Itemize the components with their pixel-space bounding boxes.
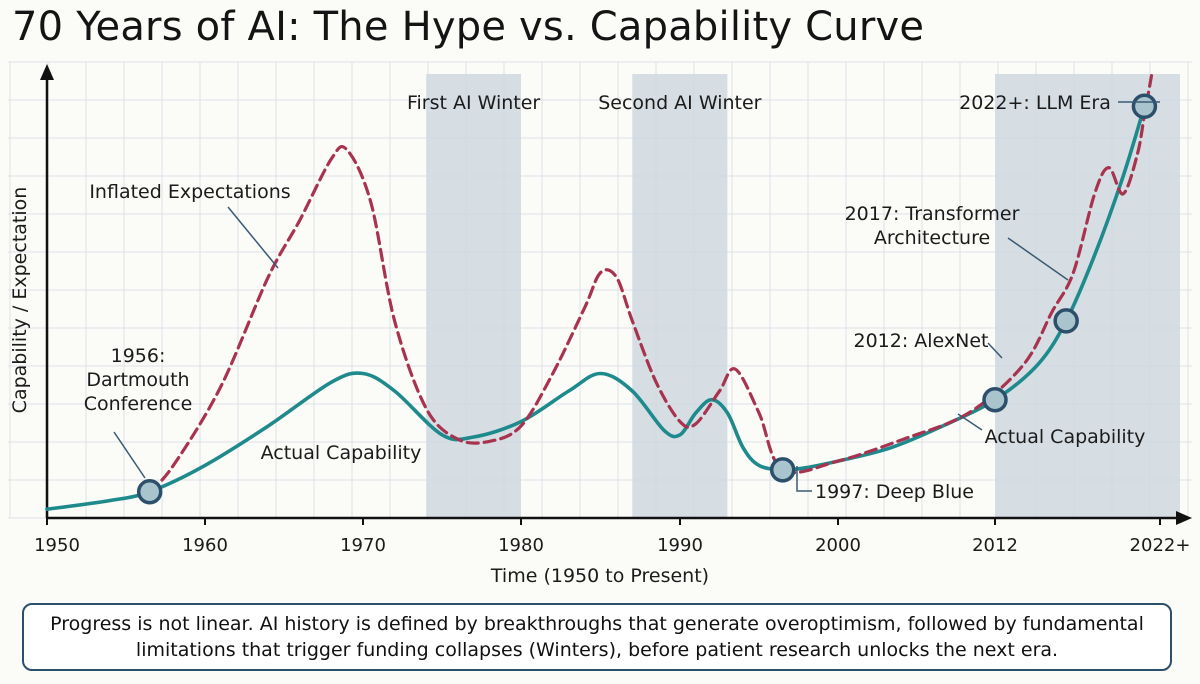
series-line-actual-capability (45, 104, 1147, 511)
milestone-label: 2012: AlexNet (853, 330, 988, 352)
caption-box: Progress is not linear. AI history is de… (22, 603, 1172, 671)
milestone-leader-line (1007, 237, 1069, 281)
x-tick-label: 2022+ (1130, 535, 1191, 556)
milestone-marker (1131, 93, 1158, 120)
winter-band-0 (426, 74, 521, 518)
x-tick-label: 1960 (182, 535, 228, 556)
milestone-label: 2022+: LLM Era (959, 92, 1111, 114)
winter-band-1 (632, 74, 728, 518)
winter-bands (426, 74, 1180, 518)
winter-band-label: Second AI Winter (598, 92, 761, 114)
x-tick-label: 2012 (972, 535, 1018, 556)
chart-title: 70 Years of AI: The Hype vs. Capability … (12, 4, 925, 50)
y-axis-arrow (40, 64, 54, 80)
milestone-leader-line (796, 466, 812, 492)
annotation-actual-capability: Actual Capability (261, 442, 422, 464)
x-tick-label: 2000 (815, 535, 861, 556)
leader-line (957, 413, 983, 431)
x-axis-arrow (1176, 511, 1192, 525)
milestone-label: 1956: Dartmouth Conference (84, 345, 193, 415)
axes (40, 64, 1192, 525)
x-tick-label: 1950 (34, 535, 80, 556)
winter-band-label: First AI Winter (407, 92, 540, 114)
series-line-inflated-expectations (148, 74, 1154, 494)
annotation-inflated-expectations: Inflated Expectations (89, 181, 290, 203)
x-tick-label: 1980 (498, 535, 544, 556)
milestone-marker (1053, 308, 1079, 334)
annotation-actual-capability: Actual Capability (985, 426, 1146, 448)
milestone-marker (136, 478, 163, 505)
milestone-label: 2017: Transformer Architecture (845, 203, 1020, 249)
x-tick-label: 1990 (657, 535, 703, 556)
winter-band-2 (995, 74, 1180, 518)
milestone-leader-line (987, 342, 1003, 359)
milestone-label: 1997: Deep Blue (815, 481, 974, 503)
chart-labels: First AI Winter Second AI Winter 1950 1960 1… (9, 92, 1190, 587)
milestone-markers (136, 93, 1158, 505)
milestone-marker (982, 386, 1008, 413)
x-axis-label: Time (1950 to Present) (490, 565, 709, 587)
x-tick-label: 1970 (340, 535, 386, 556)
milestone-leader-line (113, 431, 146, 479)
leader-line (227, 206, 279, 269)
y-axis-label: Capability / Expectation (9, 187, 31, 414)
milestone-marker (769, 457, 796, 483)
ai-hype-chart: First AI Winter Second AI Winter 1950 1960 1… (8, 61, 1192, 587)
